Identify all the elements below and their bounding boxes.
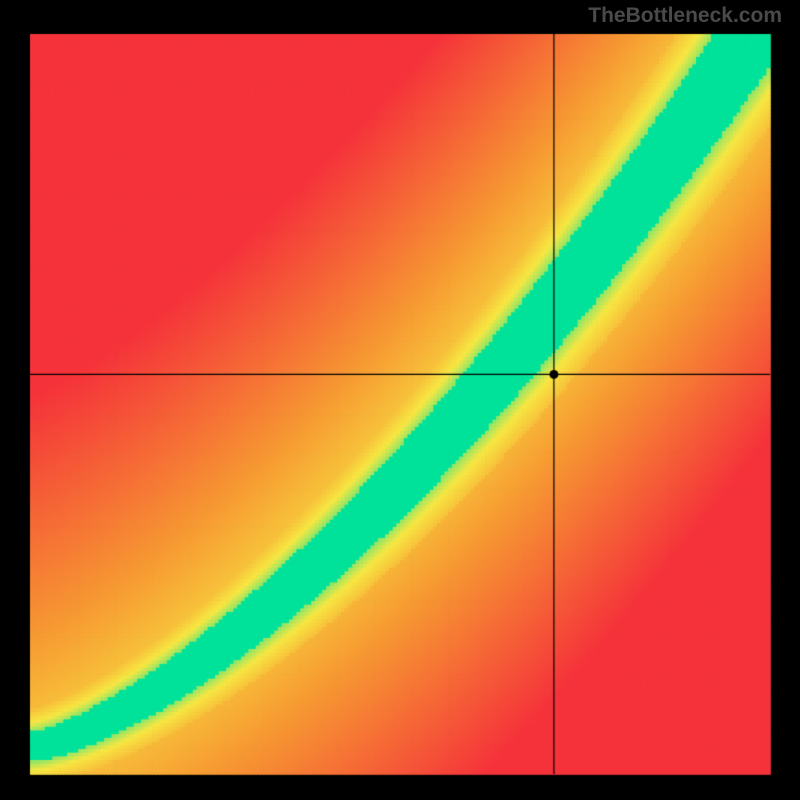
heatmap-plot xyxy=(0,0,800,800)
watermark-text: TheBottleneck.com xyxy=(588,4,782,28)
